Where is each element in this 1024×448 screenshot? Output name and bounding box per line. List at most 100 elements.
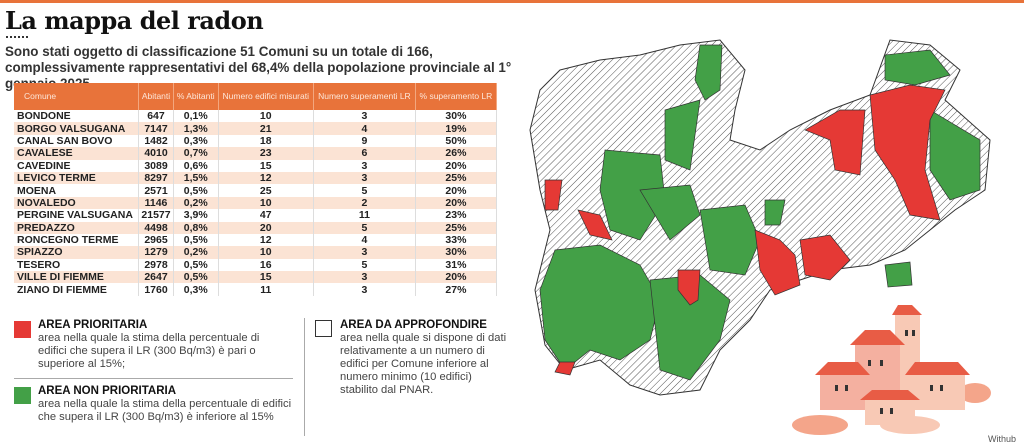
table-cell: BORGO VALSUGANA [14, 122, 140, 135]
table-cell: 5 [313, 221, 416, 234]
table-cell: PREDAZZO [14, 221, 140, 234]
legend-non-prioritaria: AREA NON PRIORITARIA area nella quale la … [38, 385, 303, 424]
table-cell: 1760 [138, 283, 174, 296]
legend-text: area nella quale si dispone di dati rela… [340, 332, 507, 396]
table-row: TESERO 2978 0,5% 16 5 31% [14, 258, 498, 272]
legend-swatch-green [14, 387, 31, 404]
table-cell: 10 [218, 196, 314, 210]
table-cell: 30% [415, 246, 498, 259]
table-cell: 0,6% [173, 159, 219, 172]
table-cell: 25% [415, 221, 498, 234]
table-row: PREDAZZO 4498 0,8% 20 5 25% [14, 221, 498, 234]
table-cell: 2 [313, 196, 416, 210]
table-cell: 16 [218, 258, 314, 272]
table-row: CAVALESE 4010 0,7% 23 6 26% [14, 147, 498, 160]
subtitle: Sono stati oggetto di classificazione 51… [5, 44, 512, 91]
column-header: Comune [14, 83, 140, 110]
table-cell: LEVICO TERME [14, 171, 140, 185]
table-row: BORGO VALSUGANA 7147 1,3% 21 4 19% [14, 122, 498, 135]
table-cell: 20% [415, 184, 498, 197]
table-cell: PERGINE VALSUGANA [14, 209, 140, 222]
table-cell: 2647 [138, 271, 174, 284]
table-cell: 33% [415, 233, 498, 247]
non-priority-areas [539, 44, 981, 381]
table-cell: 3 [313, 110, 416, 123]
table-cell: 11 [313, 209, 416, 222]
table-cell: 0,3% [173, 283, 219, 296]
table-cell: 6 [313, 147, 416, 160]
table-cell: 0,2% [173, 246, 219, 259]
table-cell: TESERO [14, 258, 140, 272]
table-row: VILLE DI FIEMME 2647 0,5% 15 3 20% [14, 271, 498, 284]
table-cell: 0,5% [173, 233, 219, 247]
table-row: LEVICO TERME 8297 1,5% 12 3 25% [14, 171, 498, 185]
legend-swatch-red [14, 321, 31, 338]
table-cell: 0,1% [173, 110, 219, 123]
priority-areas [544, 84, 946, 376]
table-cell: 21 [218, 122, 314, 135]
table-cell: 12 [218, 171, 314, 185]
legend-divider [14, 378, 293, 379]
table-cell: 10 [218, 246, 314, 259]
table-cell: 1482 [138, 134, 174, 148]
table-cell: 0,8% [173, 221, 219, 234]
table-cell: 3 [313, 271, 416, 284]
table-cell: 26% [415, 147, 498, 160]
table-row: PERGINE VALSUGANA 21577 3,9% 47 11 23% [14, 209, 498, 222]
legend-swatch-white [315, 320, 332, 337]
table-cell: 23% [415, 209, 498, 222]
column-header: Numero superamenti LR [313, 83, 416, 110]
legend-vertical-divider [304, 318, 305, 436]
table-cell: 20 [218, 221, 314, 234]
table-cell: 3089 [138, 159, 174, 172]
credit: Withub [987, 434, 1016, 444]
table-row: CAVEDINE 3089 0,6% 15 3 20% [14, 159, 498, 172]
table-row: ZIANO DI FIEMME 1760 0,3% 11 3 27% [14, 283, 498, 296]
legend-title: AREA PRIORITARIA [38, 319, 148, 331]
table-cell: 12 [218, 233, 314, 247]
table-cell: 4498 [138, 221, 174, 234]
table-cell: 0,2% [173, 196, 219, 210]
table-cell: 11 [218, 283, 314, 296]
table-cell: CANAL SAN BOVO [14, 134, 140, 148]
table-cell: 2978 [138, 258, 174, 272]
table-cell: 15 [218, 271, 314, 284]
title-divider [6, 36, 28, 38]
table-cell: 0,5% [173, 258, 219, 272]
table-cell: 3 [313, 159, 416, 172]
houses-illustration [792, 305, 991, 435]
table-row: RONCEGNO TERME 2965 0,5% 12 4 33% [14, 233, 498, 247]
legend-approfondire: AREA DA APPROFONDIRE area nella quale si … [340, 319, 510, 397]
table-cell: 18 [218, 134, 314, 148]
table-cell: 25 [218, 184, 314, 197]
legend-prioritaria: AREA PRIORITARIA area nella quale la stim… [38, 319, 298, 371]
table-cell: NOVALEDO [14, 196, 140, 210]
table-cell: 2571 [138, 184, 174, 197]
table-cell: 1,3% [173, 122, 219, 135]
comuni-table: Comune Abitanti% Abitanti Numero edifici m… [14, 83, 498, 296]
table-cell: 4010 [138, 147, 174, 160]
table-row: CANAL SAN BOVO 1482 0,3% 18 9 50% [14, 134, 498, 148]
table-cell: 5 [313, 258, 416, 272]
table-cell: 20% [415, 159, 498, 172]
table-cell: 31% [415, 258, 498, 272]
page-title: La mappa del radon [5, 6, 264, 35]
table-cell: 47 [218, 209, 314, 222]
table-cell: 3 [313, 283, 416, 296]
table-cell: 20% [415, 271, 498, 284]
table-cell: 3,9% [173, 209, 219, 222]
table-cell: 1,5% [173, 171, 219, 185]
table-cell: 0,5% [173, 184, 219, 197]
legend-title: AREA DA APPROFONDIRE [340, 319, 487, 331]
table-cell: 647 [138, 110, 174, 123]
table-cell: 0,7% [173, 147, 219, 160]
table-cell: ZIANO DI FIEMME [14, 283, 140, 296]
table-cell: 1279 [138, 246, 174, 259]
table-cell: 5 [313, 184, 416, 197]
table-cell: 20% [415, 196, 498, 210]
table-cell: 30% [415, 110, 498, 123]
table-cell: 1146 [138, 196, 174, 210]
column-header: Abitanti [138, 83, 174, 110]
table-cell: CAVEDINE [14, 159, 140, 172]
